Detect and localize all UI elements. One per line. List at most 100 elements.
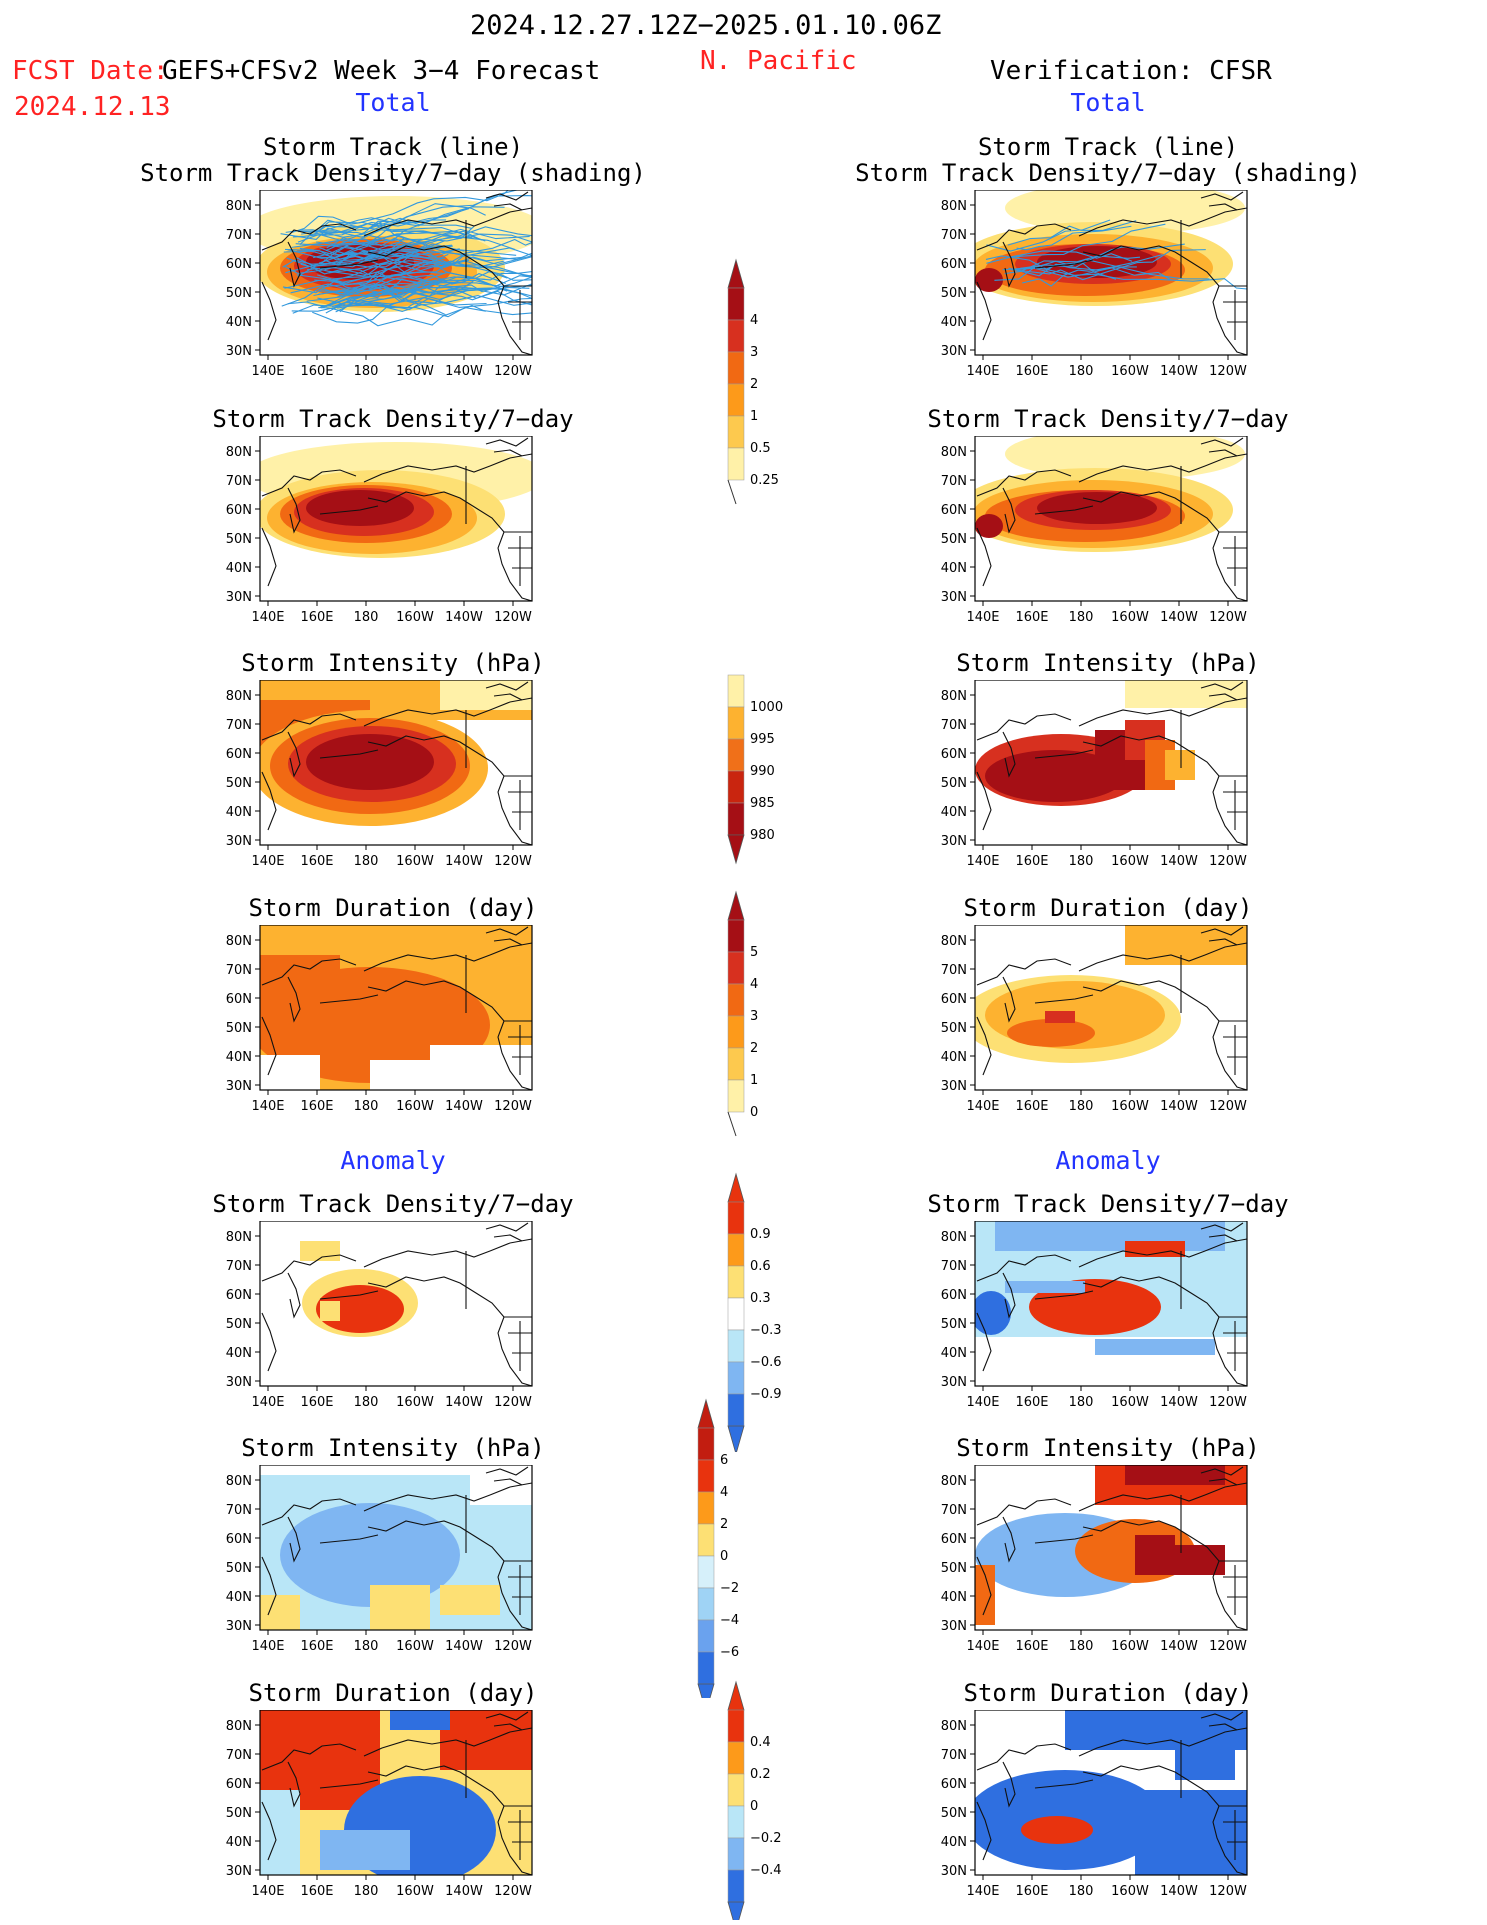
lon-label: 140E bbox=[251, 364, 284, 379]
map-frame bbox=[259, 1710, 533, 1876]
lat-label: 40N bbox=[941, 1346, 967, 1361]
colorbar-label: 1000 bbox=[750, 700, 783, 715]
shading bbox=[260, 1465, 532, 1630]
lon-label: 140E bbox=[966, 1395, 999, 1410]
lat-label: 30N bbox=[941, 590, 967, 605]
coast-alaska-south bbox=[1082, 1520, 1220, 1562]
colorbar-swatch bbox=[727, 1047, 745, 1081]
map-frame bbox=[259, 1465, 533, 1631]
colorbar-arrow-top bbox=[727, 890, 745, 921]
lat-label: 60N bbox=[941, 257, 967, 272]
lat-label: 60N bbox=[226, 1777, 252, 1792]
lon-label: 160W bbox=[396, 610, 434, 625]
lat-label: 80N bbox=[941, 1230, 967, 1245]
lat-label: 30N bbox=[941, 1619, 967, 1634]
lon-label: 160E bbox=[300, 610, 333, 625]
shade-cell bbox=[390, 1710, 450, 1730]
lon-label: 180 bbox=[354, 1884, 379, 1899]
shading bbox=[975, 1465, 1247, 1625]
lat-label: 50N bbox=[226, 1561, 252, 1576]
coast-aleutians bbox=[1034, 259, 1094, 269]
lat-label: 30N bbox=[226, 834, 252, 849]
map-storm-track-verification: 80N 70N 60N 50N 40N 30N 140E 160E 180 160W 140W 120… bbox=[941, 190, 1248, 379]
lon-label: 160E bbox=[300, 854, 333, 869]
coast-alaska-south bbox=[367, 735, 505, 777]
shade-area bbox=[975, 514, 1003, 538]
shading bbox=[260, 190, 532, 327]
title-l5: Storm Track Density/7−day bbox=[212, 1190, 574, 1218]
lon-label: 140E bbox=[966, 364, 999, 379]
colorbar-label: 0.25 bbox=[750, 473, 779, 488]
lon-label: 140E bbox=[251, 854, 284, 869]
lon-label: 160E bbox=[300, 1639, 333, 1654]
lon-label: 120W bbox=[494, 610, 532, 625]
lon-label: 160E bbox=[1015, 1639, 1048, 1654]
lat-label: 80N bbox=[226, 445, 252, 460]
lat-label: 50N bbox=[941, 1561, 967, 1576]
lat-label: 50N bbox=[941, 1317, 967, 1332]
lon-label: 160E bbox=[1015, 854, 1048, 869]
coastline bbox=[261, 1466, 533, 1631]
colorbar-swatch bbox=[697, 1619, 715, 1653]
map-frame bbox=[259, 436, 533, 602]
shading bbox=[300, 1241, 418, 1337]
coastline bbox=[976, 1222, 1248, 1387]
lon-label: 160E bbox=[1015, 364, 1048, 379]
lon-label: 160W bbox=[396, 1639, 434, 1654]
lon-label: 160W bbox=[1111, 1884, 1149, 1899]
colorbar-swatch bbox=[727, 1015, 745, 1049]
us-states bbox=[504, 1020, 532, 1075]
arctic-islands bbox=[485, 1466, 529, 1486]
lat-label: 60N bbox=[941, 1532, 967, 1547]
lat-label: 80N bbox=[941, 934, 967, 949]
shade-area bbox=[1021, 1816, 1093, 1844]
coast-na-west bbox=[1212, 1560, 1248, 1631]
colorbar-label: 2 bbox=[720, 1517, 728, 1532]
lat-label: 30N bbox=[226, 344, 252, 359]
lon-label: 160W bbox=[1111, 1639, 1149, 1654]
lon-label: 180 bbox=[354, 364, 379, 379]
lat-label: 50N bbox=[941, 532, 967, 547]
lat-label: 30N bbox=[226, 1375, 252, 1390]
coast-alaska-north bbox=[1078, 1238, 1248, 1268]
shade-cell bbox=[320, 1301, 340, 1321]
coastline bbox=[976, 437, 1248, 602]
lon-label: 120W bbox=[494, 364, 532, 379]
lat-label: 70N bbox=[941, 718, 967, 733]
shade-cell bbox=[975, 1565, 995, 1625]
shade-cell bbox=[370, 1585, 430, 1630]
shading bbox=[260, 442, 532, 558]
shade-area bbox=[975, 268, 1003, 292]
colorbar-swatch bbox=[727, 1233, 745, 1267]
coast-japan bbox=[976, 1312, 992, 1372]
coast-kamchatka bbox=[1002, 1516, 1016, 1563]
storm-track-line bbox=[321, 280, 530, 309]
lon-label: 160E bbox=[300, 1884, 333, 1899]
lon-label: 140W bbox=[445, 1099, 483, 1114]
lat-label: 80N bbox=[226, 199, 252, 214]
us-states bbox=[504, 531, 532, 586]
storm-track-line bbox=[1011, 223, 1166, 258]
map-density-forecast: 80N 70N 60N 50N 40N 30N 140E 160E 180 160W 140W 120… bbox=[226, 436, 533, 625]
shading bbox=[975, 680, 1247, 806]
shading bbox=[975, 190, 1247, 306]
lat-label: 30N bbox=[226, 1864, 252, 1879]
title-r3: Storm Intensity (hPa) bbox=[956, 649, 1260, 677]
colorbar-label: 3 bbox=[750, 345, 758, 360]
colorbar-label: 980 bbox=[750, 828, 775, 843]
colorbar-label: 4 bbox=[750, 313, 758, 328]
storm-track-line bbox=[281, 273, 506, 307]
coast-alaska-south bbox=[367, 980, 505, 1022]
arctic-islands bbox=[1200, 191, 1244, 211]
lon-label: 180 bbox=[1069, 1395, 1094, 1410]
colorbar-arrow-top bbox=[727, 1680, 745, 1711]
storm-track-line bbox=[1002, 258, 1210, 280]
coast-asia bbox=[976, 713, 1072, 741]
storm-track-line bbox=[319, 229, 482, 242]
coast-alaska-north bbox=[363, 697, 533, 727]
lat-label: 30N bbox=[941, 1864, 967, 1879]
lat-label: 60N bbox=[941, 503, 967, 518]
title-l7: Storm Duration (day) bbox=[248, 1679, 538, 1707]
lat-label: 40N bbox=[226, 561, 252, 576]
colorbar-label: 0 bbox=[750, 1799, 758, 1814]
